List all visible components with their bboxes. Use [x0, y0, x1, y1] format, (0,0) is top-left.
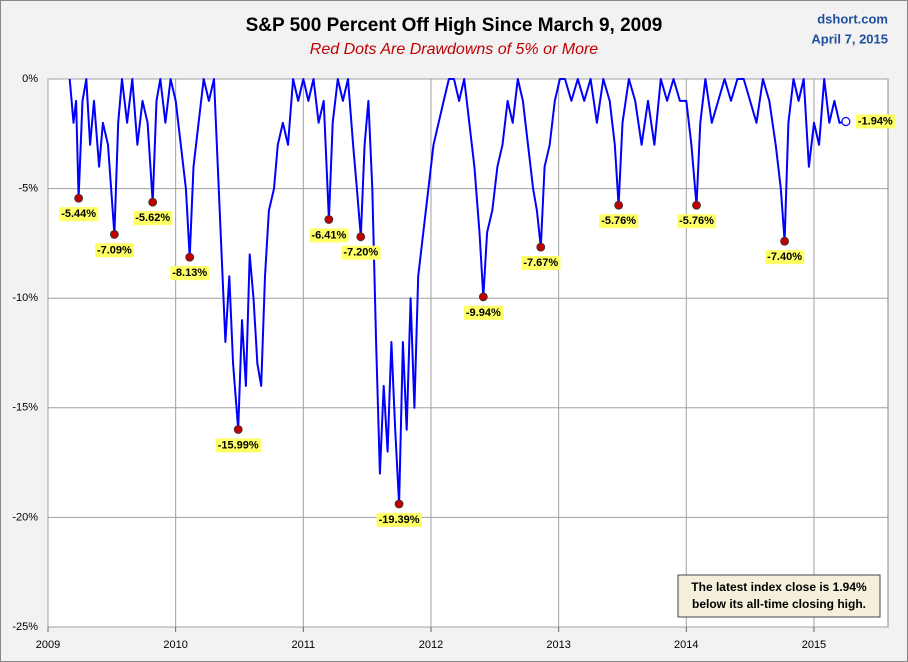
- data-label: -7.67%: [523, 257, 558, 269]
- note-box: [677, 574, 881, 618]
- y-tick-label: -15%: [12, 402, 38, 414]
- line-series: [68, 78, 847, 505]
- data-label: -7.20%: [343, 247, 378, 259]
- drawdown-dot: [148, 197, 158, 207]
- y-tick-label: -10%: [12, 292, 38, 304]
- x-tick-label: 2013: [546, 639, 570, 651]
- data-label: -19.39%: [379, 514, 420, 526]
- y-tick-label: -25%: [12, 621, 38, 633]
- y-tick-label: -20%: [12, 511, 38, 523]
- drawdown-dot: [614, 200, 624, 210]
- drawdown-dot: [536, 242, 546, 252]
- latest-dot: [841, 116, 851, 127]
- label-background: [170, 266, 210, 281]
- chart-title: S&P 500 Percent Off High Since March 9, …: [246, 15, 663, 36]
- source: dshort.com: [817, 11, 888, 26]
- label-background: [94, 243, 135, 258]
- data-label: -5.44%: [61, 208, 96, 220]
- label-background: [599, 214, 639, 229]
- drawdown-dot: [233, 425, 243, 434]
- label-background: [463, 305, 503, 320]
- label-background: [215, 438, 261, 453]
- drawdown-dot: [185, 252, 195, 262]
- date: April 7, 2015: [811, 31, 888, 46]
- label-background: [133, 211, 173, 226]
- plot-area: [47, 78, 889, 628]
- data-label: -6.41%: [311, 229, 346, 241]
- label-background: [59, 207, 99, 222]
- data-label: -1.94%: [858, 115, 893, 127]
- label-background: [677, 214, 717, 229]
- x-tick-label: 2015: [802, 639, 826, 651]
- x-tick-label: 2010: [163, 639, 187, 651]
- y-tick-label: 0%: [22, 73, 38, 85]
- data-label: -8.13%: [172, 267, 207, 279]
- drawdown-dot: [109, 230, 119, 239]
- x-tick-label: 2012: [419, 639, 443, 651]
- data-label: -5.76%: [601, 215, 636, 227]
- drawdown-dot: [692, 200, 701, 210]
- note-line: below its all-time closing high.: [692, 597, 866, 611]
- label-background: [309, 228, 349, 243]
- drawdown-dot: [478, 292, 488, 302]
- chart-subtitle: Red Dots Are Drawdowns of 5% or More: [310, 41, 599, 58]
- data-label: -7.09%: [97, 244, 132, 256]
- label-background: [855, 114, 895, 129]
- x-tick-label: 2014: [674, 639, 698, 651]
- data-label: -7.40%: [767, 251, 802, 263]
- y-tick-label: -5%: [18, 183, 38, 195]
- x-tick-label: 2011: [291, 639, 315, 651]
- label-background: [521, 256, 561, 271]
- label-background: [765, 250, 805, 265]
- drawdown-dot: [74, 193, 84, 203]
- drawdown-dot: [394, 499, 404, 509]
- data-label: -5.62%: [135, 212, 170, 224]
- data-label: -15.99%: [218, 439, 259, 451]
- drawdown-dot: [356, 232, 366, 242]
- label-background: [341, 245, 381, 260]
- data-label: -9.94%: [466, 307, 501, 319]
- note-line: The latest index close is 1.94%: [691, 580, 867, 594]
- label-background: [376, 512, 422, 527]
- data-label: -5.76%: [679, 215, 714, 227]
- drawdown-dot: [324, 215, 334, 224]
- drawdown-dot: [780, 236, 789, 246]
- x-tick-label: 2009: [36, 639, 60, 651]
